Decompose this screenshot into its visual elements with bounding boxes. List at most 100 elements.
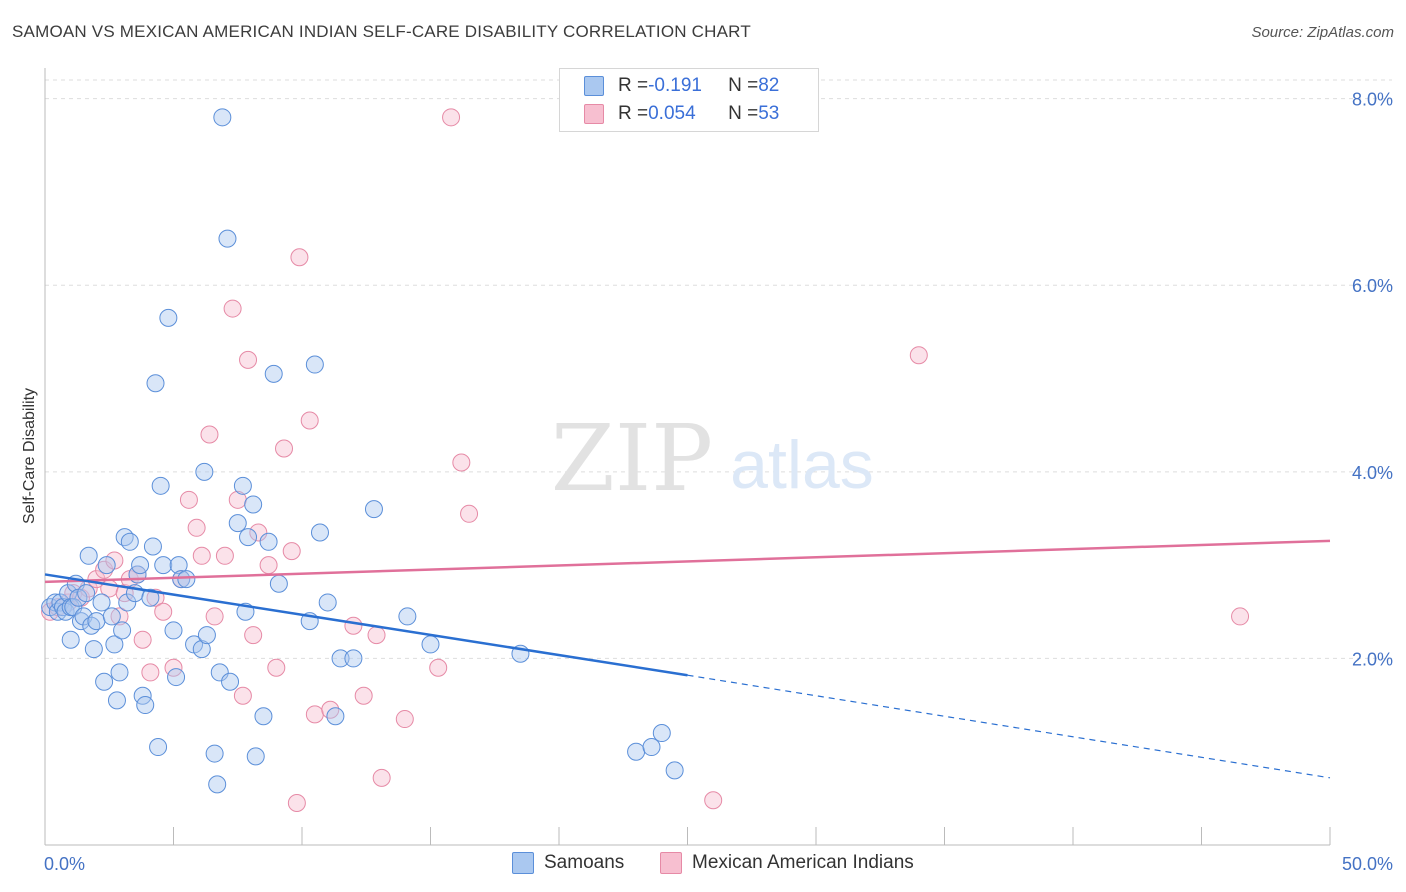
y-tick-label: 4.0% (1352, 463, 1393, 483)
data-point-samoans (210, 663, 229, 682)
data-point-samoans (398, 607, 417, 626)
data-point-mexican (223, 299, 242, 318)
data-point-samoans (642, 738, 661, 757)
data-point-samoans (259, 532, 278, 551)
legend-n-label: N = (728, 75, 759, 96)
correlation-legend: R = -0.191 N = 82 R = 0.054 N = 53 (559, 68, 819, 132)
data-point-mexican (110, 607, 129, 626)
data-point-samoans (205, 744, 224, 763)
data-point-samoans (64, 598, 83, 617)
chart-title: SAMOAN VS MEXICAN AMERICAN INDIAN SELF-C… (12, 22, 751, 41)
data-point-mexican (429, 658, 448, 677)
data-point-samoans (71, 612, 90, 631)
data-point-mexican (215, 546, 234, 565)
legend-n-value: 53 (758, 103, 780, 124)
data-point-mexican (200, 425, 219, 444)
data-point-samoans (110, 663, 129, 682)
data-point-samoans (61, 630, 80, 649)
data-point-samoans (627, 742, 646, 761)
data-point-mexican (1231, 607, 1250, 626)
data-point-mexican (704, 791, 723, 810)
data-point-samoans (154, 556, 173, 575)
legend-r-label: R = (618, 103, 649, 124)
data-point-samoans (53, 598, 72, 617)
data-point-samoans (318, 593, 337, 612)
data-point-mexican (244, 626, 263, 645)
data-point-samoans (239, 528, 258, 547)
data-point-samoans (305, 355, 324, 374)
data-point-samoans (167, 668, 186, 687)
data-point-mexican (179, 490, 198, 509)
watermark-atlas: atlas (730, 427, 874, 503)
data-point-mexican (344, 616, 363, 635)
data-point-mexican (259, 556, 278, 575)
data-point-samoans (177, 570, 196, 589)
y-tick-label: 2.0% (1352, 649, 1393, 669)
trend-line-mexican (44, 539, 1331, 584)
data-point-samoans (164, 621, 183, 640)
legend-item-samoans[interactable]: Samoans (512, 852, 624, 874)
data-point-mexican (192, 546, 211, 565)
legend-row-samoans: R = -0.191 N = 82 (584, 73, 779, 99)
data-point-samoans (665, 761, 684, 780)
data-point-samoans (233, 476, 252, 495)
data-point-mexican (275, 439, 294, 458)
tick-labels: 2.0% 4.0% 6.0% 8.0% 0.0% 50.0% (44, 90, 1393, 874)
data-point-mexican (452, 453, 471, 472)
data-point-samoans (95, 672, 114, 691)
data-point-mexican (133, 630, 152, 649)
data-point-samoans (102, 607, 121, 626)
data-point-samoans (141, 588, 160, 607)
data-point-mexican (267, 658, 286, 677)
data-point-samoans (159, 308, 178, 327)
watermark-zip: ZIP (551, 405, 713, 512)
watermark: ZIP atlas (551, 405, 874, 512)
data-point-samoans (246, 747, 265, 766)
data-point-mexican (395, 710, 414, 729)
data-point-samoans (213, 108, 232, 127)
data-point-mexican (154, 602, 173, 621)
series-mexican-american-indians (41, 108, 1250, 813)
data-point-samoans (77, 584, 96, 603)
data-point-mexican (367, 626, 386, 645)
data-point-mexican (95, 560, 114, 579)
data-point-samoans (169, 556, 188, 575)
data-point-samoans (151, 476, 170, 495)
data-point-mexican (372, 768, 391, 787)
data-point-mexican (460, 504, 479, 523)
legend-r-value: -0.191 (648, 75, 702, 96)
data-point-samoans (310, 523, 329, 542)
data-point-samoans (218, 229, 237, 248)
gridlines (45, 79, 1392, 659)
legend-r-value: 0.054 (648, 103, 696, 124)
data-point-samoans (228, 514, 247, 533)
data-point-mexican (282, 542, 301, 561)
trend-lines (44, 539, 1331, 779)
legend-row-mexican: R = 0.054 N = 53 (584, 101, 779, 127)
data-point-samoans (254, 707, 273, 726)
data-point-samoans (113, 621, 132, 640)
data-point-mexican (442, 108, 461, 127)
data-point-samoans (120, 532, 139, 551)
data-point-mexican (249, 523, 268, 542)
data-point-mexican (287, 794, 306, 813)
data-point-samoans (146, 374, 165, 393)
data-point-samoans (84, 640, 103, 659)
data-point-mexican (187, 518, 206, 537)
data-point-mexican (290, 248, 309, 267)
legend-r-label: R = (618, 75, 649, 96)
data-point-samoans (107, 691, 126, 710)
data-point-samoans (192, 640, 211, 659)
data-point-samoans (269, 574, 288, 593)
data-point-mexican (305, 705, 324, 724)
data-point-samoans (87, 612, 106, 631)
data-point-samoans (331, 649, 350, 668)
trend-line-samoans (44, 573, 688, 677)
legend-n-label: N = (728, 103, 759, 124)
data-point-samoans (326, 707, 345, 726)
trend-line-samoans-extrapolated (687, 674, 1331, 779)
data-point-samoans (364, 500, 383, 519)
data-point-samoans (421, 635, 440, 654)
legend-item-mexican[interactable]: Mexican American Indians (660, 852, 914, 874)
data-point-samoans (118, 593, 137, 612)
